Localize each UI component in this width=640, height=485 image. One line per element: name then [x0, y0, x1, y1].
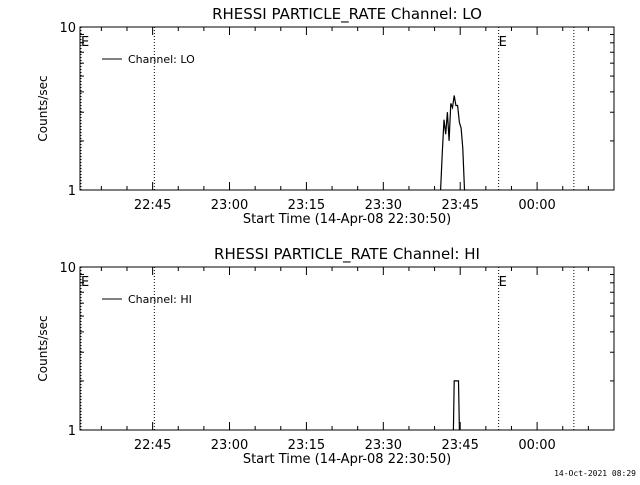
series-line: [452, 380, 460, 431]
y-axis-label: Counts/sec: [36, 315, 50, 381]
series-line: [440, 95, 466, 191]
y-tick-label: 10: [59, 21, 76, 36]
y-tick-label: 1: [68, 424, 76, 439]
x-axis-label: Start Time (14-Apr-08 22:30:50): [243, 452, 451, 467]
x-tick-label: 22:45: [134, 198, 171, 213]
chart-title: RHESSI PARTICLE_RATE Channel: LO: [212, 5, 482, 24]
legend-label: Channel: LO: [128, 53, 195, 66]
x-tick-label: 23:30: [365, 198, 402, 213]
legend-label: Channel: HI: [128, 293, 192, 306]
event-marker-label: E: [499, 275, 507, 290]
chart-title: RHESSI PARTICLE_RATE Channel: HI: [214, 245, 480, 264]
x-tick-label: 22:45: [134, 438, 171, 453]
x-tick-label: 23:15: [288, 438, 325, 453]
x-tick-label: 23:45: [441, 438, 478, 453]
event-marker-label: E: [499, 35, 507, 50]
y-axis-label: Counts/sec: [36, 75, 50, 141]
plot-frame: [79, 266, 615, 431]
event-marker-label: E: [81, 35, 89, 50]
y-tick-label: 1: [68, 184, 76, 199]
x-tick-label: 00:00: [518, 438, 555, 453]
plot-frame: [79, 26, 615, 191]
x-tick-label: 23:30: [365, 438, 402, 453]
event-marker-label: E: [81, 275, 89, 290]
footer-timestamp: 14-Oct-2021 08:29: [554, 469, 636, 478]
y-tick-label: 10: [59, 261, 76, 276]
x-tick-label: 23:00: [211, 438, 248, 453]
x-tick-label: 23:45: [441, 198, 478, 213]
x-axis-label: Start Time (14-Apr-08 22:30:50): [243, 212, 451, 227]
x-tick-label: 00:00: [518, 198, 555, 213]
x-tick-label: 23:00: [211, 198, 248, 213]
x-tick-label: 23:15: [288, 198, 325, 213]
